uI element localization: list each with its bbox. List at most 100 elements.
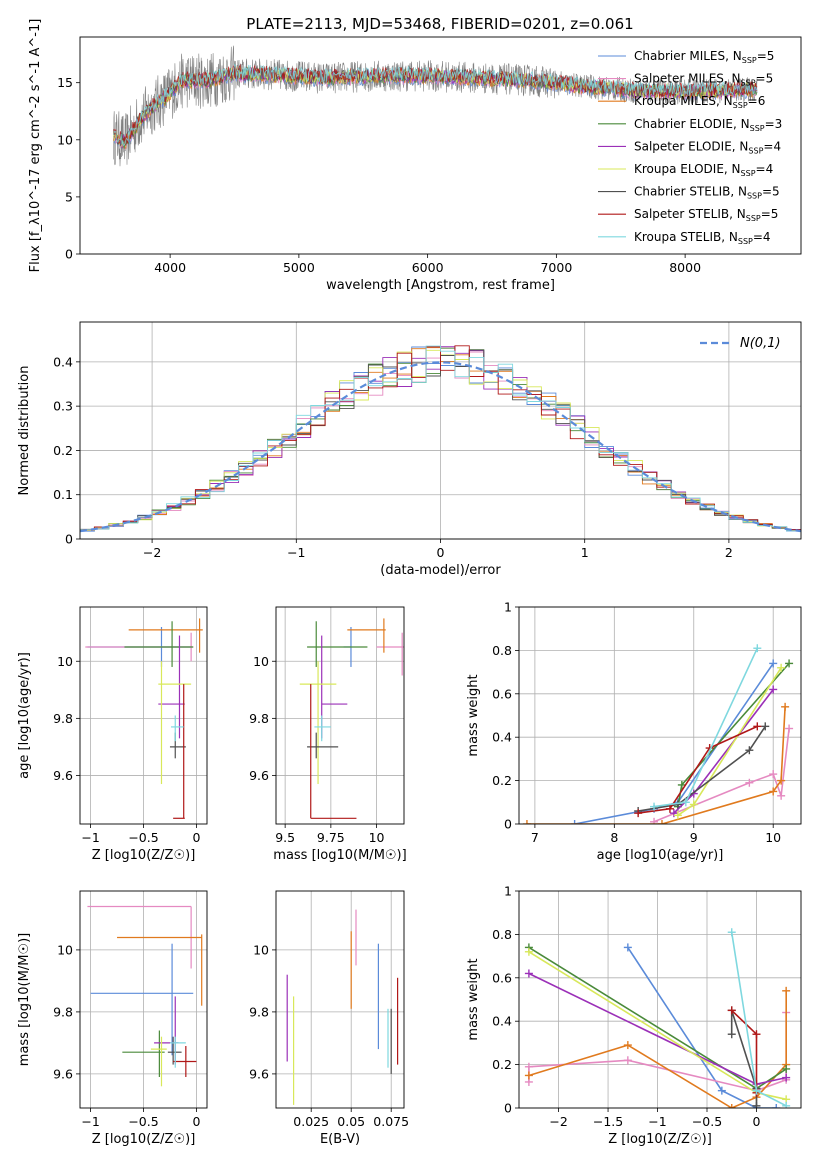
y-tick-label: 0 <box>504 1101 512 1116</box>
y-axis-label: mass weight <box>466 958 481 1040</box>
y-tick-label: 9.8 <box>53 711 73 726</box>
legend-label: Salpeter STELIB, NSSP=5 <box>634 207 778 223</box>
error-bar-point <box>158 661 192 785</box>
panel-weight_vs_age: 7 8 9 10 0 0.2 0.4 0.6 0.8 1 age [log10(age/yr)] ma… <box>466 600 802 863</box>
weight-marker <box>524 1071 533 1080</box>
panel-mass_vs_ebv: 0.025 0.05 0.075 9.6 9.8 10 E(B-V) <box>249 890 409 1147</box>
y-tick-label: 0.2 <box>492 773 512 788</box>
weight-marker <box>753 722 762 731</box>
y-tick-label: 10 <box>57 654 73 669</box>
y-tick-label: 0.6 <box>492 970 512 985</box>
y-tick-label: 9.8 <box>249 1004 269 1019</box>
x-axis-label: age [log10(age/yr)] <box>597 848 724 863</box>
residual-histogram <box>80 345 801 532</box>
x-tick-label: −0.5 <box>128 830 158 845</box>
x-tick-label: 9 <box>690 830 698 845</box>
y-tick-label: 0.3 <box>53 399 73 414</box>
y-tick-label: 0.4 <box>492 730 512 745</box>
y-tick-label: 5 <box>65 189 73 204</box>
error-bar-point <box>128 618 203 653</box>
y-tick-label: 1 <box>504 884 512 899</box>
error-bar-point <box>307 732 339 759</box>
weight-marker <box>769 770 778 779</box>
spectrum-legend: Chabrier MILES, NSSP=5 Salpeter MILES, NS… <box>598 49 782 246</box>
y-tick-label: 0 <box>504 817 512 832</box>
legend-label: Chabrier MILES, NSSP=5 <box>634 49 774 65</box>
x-tick-label: −1.5 <box>593 1114 623 1129</box>
x-tick-label: 10 <box>369 830 385 845</box>
error-bar-point <box>90 943 194 1056</box>
x-axis-label: wavelength [Angstrom, rest frame] <box>326 278 555 293</box>
x-tick-label: 9.5 <box>275 830 295 845</box>
weight-marker <box>524 1062 533 1071</box>
y-tick-label: 0 <box>65 532 73 547</box>
weight-marker <box>522 820 531 824</box>
y-tick-label: 0.1 <box>53 487 73 502</box>
x-tick-label: 10 <box>765 830 781 845</box>
weight-series-line <box>638 725 766 812</box>
weight-marker <box>785 659 794 668</box>
y-axis-label: age [log10(age/yr)] <box>17 652 32 779</box>
weight-series-line <box>627 946 777 1108</box>
weight-marker <box>623 1056 632 1065</box>
plot-area <box>286 909 399 1105</box>
y-axis-label: mass [log10(M/M☉)] <box>17 933 32 1066</box>
x-tick-label: 1 <box>581 545 589 560</box>
plot-area <box>85 618 203 819</box>
x-tick-label: 4000 <box>154 260 186 275</box>
plot-area <box>299 618 404 819</box>
axes-frame <box>79 321 802 540</box>
gaussian-curve <box>80 361 801 533</box>
x-tick-label: −1 <box>81 830 99 845</box>
weight-marker <box>752 1101 761 1108</box>
plot-area <box>522 644 794 824</box>
weight-marker <box>777 791 786 800</box>
error-bar-point <box>321 635 348 739</box>
x-tick-label: 9.75 <box>317 830 345 845</box>
weight-marker <box>752 1030 761 1039</box>
legend-label: Chabrier ELODIE, NSSP=3 <box>634 117 782 133</box>
error-bar-point <box>173 684 185 819</box>
panel-residuals: −2 −1 0 1 2 0 0.1 0.2 0.3 0.4 (data-model)/error No… <box>17 321 802 578</box>
y-tick-label: 10 <box>57 942 73 957</box>
panel-mass_vs_Z: −1 −0.5 0 9.6 9.8 10 Z [log10(Z/Z☉)] mass [log1… <box>17 890 208 1147</box>
weight-series-line <box>528 990 787 1108</box>
x-tick-label: 8000 <box>669 260 701 275</box>
y-tick-label: 9.6 <box>249 1066 269 1081</box>
axes-frame <box>518 606 802 825</box>
x-tick-label: 0 <box>437 545 445 560</box>
y-axis-label: Normed distribution <box>17 366 32 496</box>
y-axis-label: Flux [f_λ10^-17 erg cm^-2 s^-1 A^-1] <box>28 19 43 273</box>
axes-frame <box>275 890 405 1109</box>
weight-marker <box>782 1101 791 1108</box>
error-bar-point <box>173 1046 197 1077</box>
legend-label: Salpeter ELODIE, NSSP=4 <box>634 139 781 155</box>
y-tick-label: 0.4 <box>492 1014 512 1029</box>
error-bar-point <box>122 1030 165 1077</box>
weight-marker <box>782 1073 791 1082</box>
weight-marker <box>650 802 659 811</box>
y-tick-label: 0.2 <box>53 443 73 458</box>
legend-label: Kroupa STELIB, NSSP=4 <box>634 230 771 246</box>
weight-marker <box>727 1006 736 1015</box>
y-tick-label: 10 <box>253 942 269 957</box>
weight-marker <box>689 800 698 809</box>
axes-frame <box>79 890 208 1109</box>
x-axis-label: Z [log10(Z/Z☉)] <box>92 848 196 863</box>
error-bar-point <box>299 661 337 785</box>
plot-area <box>87 905 203 1087</box>
weight-marker <box>657 820 666 824</box>
weight-marker <box>745 778 754 787</box>
weight-marker <box>524 969 533 978</box>
panel-spectrum: 4000 5000 6000 7000 8000 0 5 10 15 wavelength [An… <box>28 19 802 293</box>
axes-frame <box>79 606 208 825</box>
weight-marker <box>727 1030 736 1039</box>
axes-frame <box>518 890 802 1109</box>
weight-marker <box>665 804 674 813</box>
y-tick-label: 15 <box>57 75 73 90</box>
error-bar-point <box>117 934 203 1006</box>
error-bar-point <box>347 618 386 653</box>
x-tick-label: 8 <box>610 830 618 845</box>
